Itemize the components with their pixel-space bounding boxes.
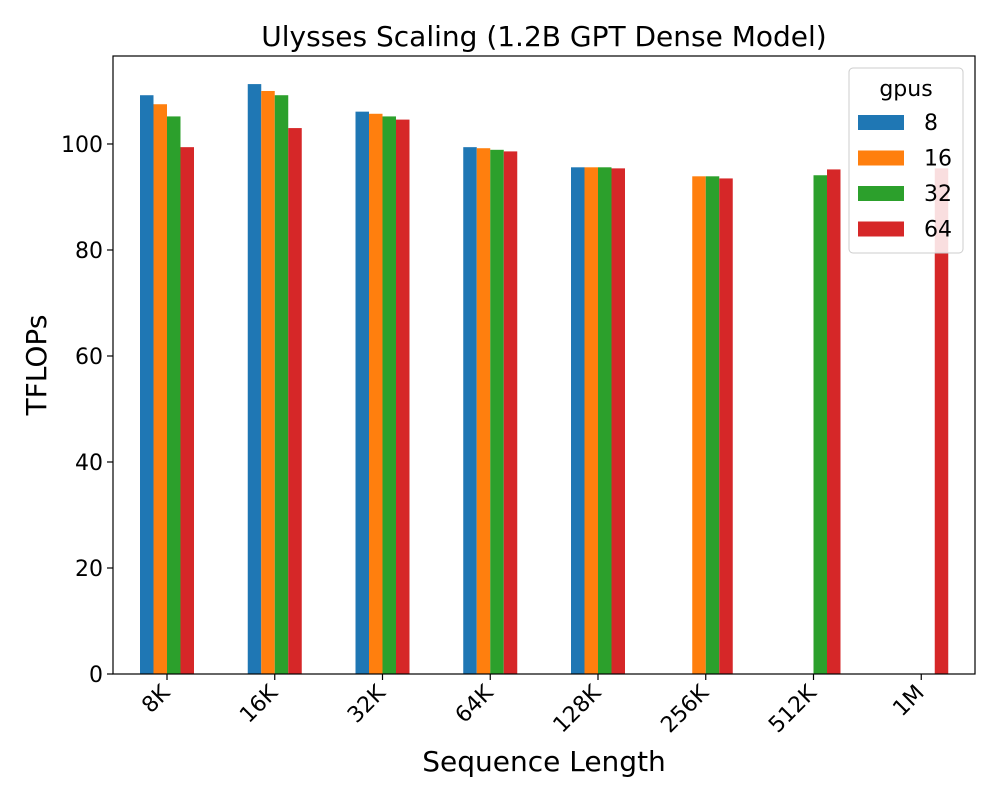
x-axis: 8K 16K 32K 64K 128K 256K 512K 1M xyxy=(137,674,929,738)
x-axis-label: Sequence Length xyxy=(422,745,666,778)
bar-gpus-8-8K xyxy=(140,95,154,675)
legend-swatch-16 xyxy=(858,150,904,166)
x-tick-label: 512K xyxy=(764,680,822,738)
legend-label-16: 16 xyxy=(924,147,952,172)
bar-gpus-64-512K xyxy=(827,169,841,675)
bar-gpus-32-128K xyxy=(598,167,612,675)
legend-title: gpus xyxy=(879,77,932,102)
bar-gpus-32-256K xyxy=(705,176,720,674)
x-tick-label: 64K xyxy=(451,680,499,728)
legend-label-8: 8 xyxy=(924,111,938,136)
bar-gpus-32-512K xyxy=(813,175,827,674)
x-tick-label: 256K xyxy=(656,680,714,738)
bar-gpus-8-128K xyxy=(571,167,585,675)
bar-gpus-64-1M xyxy=(934,168,949,675)
bar-gpus-32-64K xyxy=(490,149,504,674)
legend: gpus 8 16 32 64 xyxy=(848,67,964,254)
bar-gpus-16-16K xyxy=(261,90,275,675)
plot-frame xyxy=(112,55,976,675)
bar-gpus-16-64K xyxy=(476,148,491,675)
bar-gpus-64-256K xyxy=(719,178,733,674)
y-axis-label: TFLOPs xyxy=(20,315,53,417)
y-axis: 0 20 40 60 80 100 xyxy=(61,133,113,688)
y-tick-label: 20 xyxy=(75,557,103,582)
bar-gpus-64-16K xyxy=(288,128,302,674)
legend-box xyxy=(848,67,964,254)
legend-swatch-8 xyxy=(858,115,904,130)
legend-label-32: 32 xyxy=(924,182,952,207)
x-tick-label: 128K xyxy=(549,680,607,738)
x-tick-label: 32K xyxy=(343,680,391,728)
bar-gpus-64-128K xyxy=(611,168,625,675)
bar-gpus-64-32K xyxy=(396,119,410,675)
bar-gpus-64-8K xyxy=(180,147,194,674)
x-tick-label: 8K xyxy=(137,680,175,718)
bar-gpus-32-16K xyxy=(274,95,289,675)
legend-label-64: 64 xyxy=(924,218,952,243)
bar-gpus-16-256K xyxy=(692,176,706,674)
bar-gpus-64-64K xyxy=(503,151,518,674)
legend-items: 8 16 32 64 xyxy=(858,111,952,243)
bar-gpus-16-128K xyxy=(584,167,598,675)
bars-layer xyxy=(140,84,949,675)
y-tick-label: 80 xyxy=(75,239,103,264)
bar-gpus-8-64K xyxy=(463,147,477,674)
y-tick-label: 100 xyxy=(61,133,103,158)
y-tick-label: 0 xyxy=(89,663,103,688)
x-tick-label: 16K xyxy=(235,680,283,728)
bar-gpus-8-32K xyxy=(355,111,369,674)
bar-gpus-8-16K xyxy=(247,84,262,675)
chart-title: Ulysses Scaling (1.2B GPT Dense Model) xyxy=(261,20,826,53)
bar-gpus-16-32K xyxy=(369,113,383,674)
y-tick-label: 60 xyxy=(75,345,103,370)
bar-gpus-32-8K xyxy=(167,116,181,675)
bar-gpus-32-32K xyxy=(382,116,396,675)
y-tick-label: 40 xyxy=(75,451,103,476)
legend-swatch-64 xyxy=(858,221,904,237)
legend-swatch-32 xyxy=(858,186,904,201)
bar-gpus-16-8K xyxy=(153,104,167,675)
x-tick-label: 1M xyxy=(888,681,929,722)
